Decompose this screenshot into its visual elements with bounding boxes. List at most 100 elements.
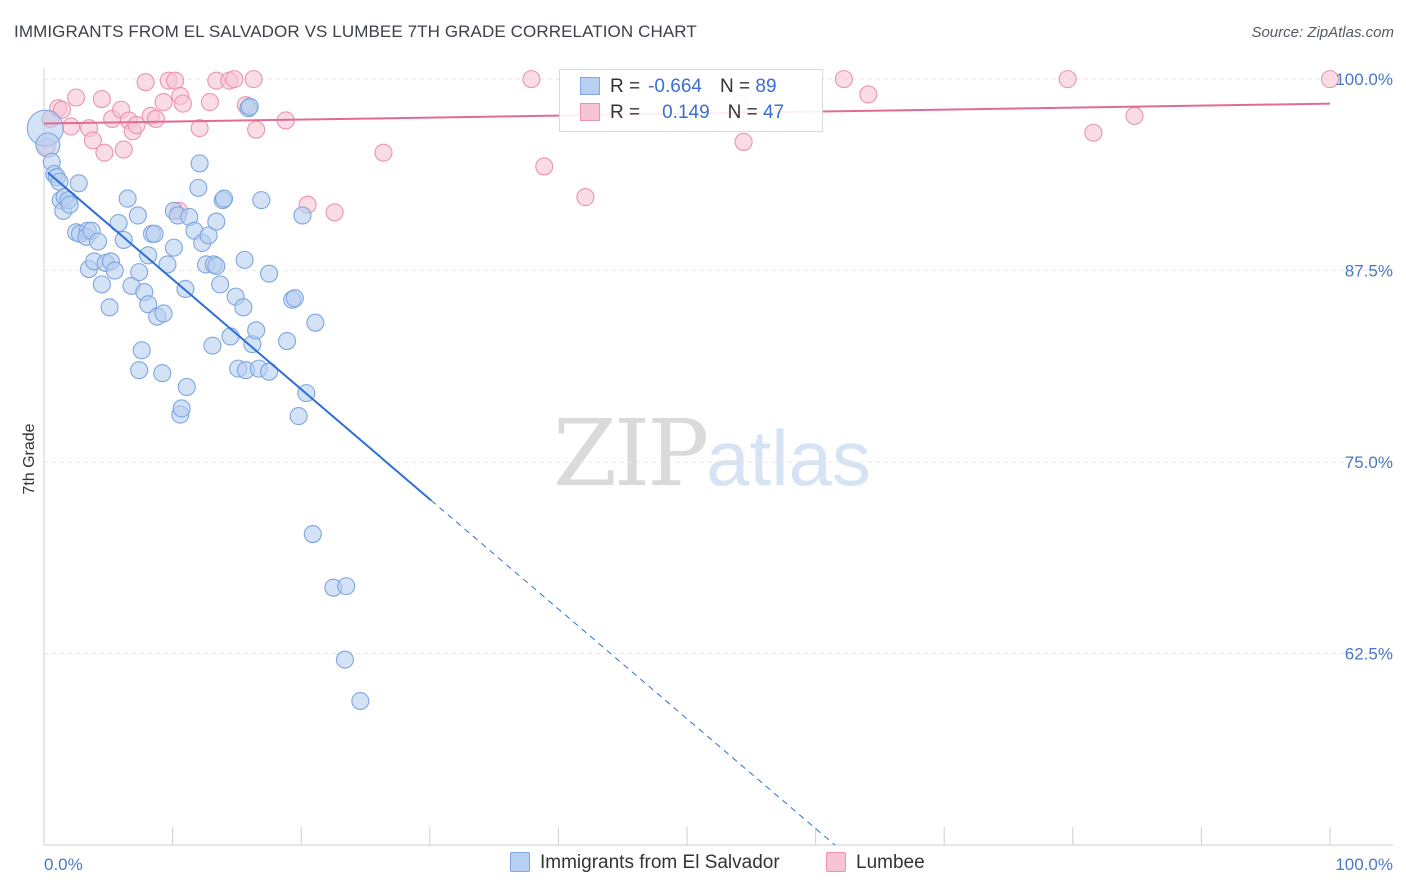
data-point (834, 70, 853, 89)
data-point (190, 154, 209, 173)
trendline-el-salvador (47, 171, 432, 502)
series-el-salvador (26, 97, 370, 711)
data-point (114, 140, 133, 159)
data-point (374, 143, 393, 162)
data-point (1125, 106, 1144, 125)
data-point (211, 275, 230, 294)
data-point (166, 71, 185, 90)
y-tick-label: 62.5% (1345, 645, 1393, 664)
data-point (234, 298, 253, 317)
data-point (225, 70, 244, 89)
data-point (190, 119, 209, 138)
data-point (535, 157, 554, 176)
y-tick-label: 87.5% (1345, 262, 1393, 281)
zipatlas-watermark: ZIPatlas (553, 400, 871, 507)
data-point (306, 313, 325, 332)
data-point (351, 691, 370, 711)
data-point (259, 264, 279, 283)
data-point (146, 109, 165, 129)
trend-layer (43, 102, 1331, 846)
trendline-el-salvador-extension (430, 499, 836, 846)
x-tick-label: 100.0% (1335, 855, 1393, 874)
data-point (189, 178, 208, 197)
data-point (158, 255, 177, 274)
legend-label: Lumbee (856, 852, 925, 873)
data-point (118, 189, 137, 208)
data-point (1084, 123, 1103, 142)
data-point (172, 399, 191, 418)
data-point (247, 120, 266, 139)
data-point (200, 93, 219, 112)
y-axis-title: 7th Grade (21, 423, 38, 494)
legend-item-el-salvador[interactable]: Immigrants from El Salvador (510, 852, 780, 874)
data-point (337, 577, 356, 596)
data-point (100, 298, 119, 317)
data-point (61, 117, 81, 136)
r-label: R = (610, 102, 641, 123)
axes (43, 68, 1393, 846)
data-point (154, 304, 173, 323)
data-point (177, 377, 196, 397)
data-point (734, 132, 753, 151)
legend-row-el-salvador: R = -0.664 N = 89 (580, 76, 777, 100)
watermark-atlas: atlas (706, 414, 871, 502)
data-point (83, 131, 102, 150)
data-point (303, 525, 322, 544)
y-tick-label: 75.0% (1345, 453, 1393, 472)
data-point (199, 226, 218, 245)
data-point (247, 321, 266, 340)
data-point (139, 295, 158, 314)
data-point (105, 261, 124, 280)
data-point (214, 189, 234, 208)
series-layer (26, 70, 1340, 711)
data-point (109, 214, 128, 233)
r-label: R = (610, 76, 641, 97)
data-point (130, 263, 149, 282)
data-point (35, 132, 61, 158)
data-point (145, 224, 164, 243)
legend-row-lumbee: R = 0.149 N = 47 (580, 102, 784, 126)
data-point (173, 94, 192, 113)
data-point (60, 195, 79, 214)
data-point (153, 364, 172, 383)
data-point (285, 289, 304, 308)
data-point (325, 203, 344, 222)
legend-item-lumbee[interactable]: Lumbee (826, 852, 925, 874)
data-point (1058, 70, 1077, 89)
data-point (240, 97, 259, 116)
legend-swatch-el-salvador (510, 852, 530, 872)
data-point (164, 238, 183, 257)
data-point (88, 232, 108, 251)
data-point (95, 143, 114, 162)
r-value: 0.149 (662, 102, 710, 123)
data-point (154, 93, 173, 112)
n-value: 89 (755, 76, 777, 97)
data-point (136, 73, 155, 92)
data-point (259, 362, 279, 381)
data-point (859, 85, 878, 104)
data-point (128, 206, 147, 225)
data-point (69, 174, 88, 193)
data-point (1320, 70, 1340, 89)
data-point (52, 100, 72, 119)
data-point (139, 246, 158, 265)
series-legend: Immigrants from El Salvador Lumbee (0, 852, 1406, 878)
legend-label: Immigrants from El Salvador (540, 852, 780, 873)
legend-swatch-lumbee (826, 852, 846, 872)
legend-swatch-el-salvador (580, 77, 600, 95)
stats-legend: R = -0.664 N = 89 R = 0.149 N = 47 (559, 69, 823, 132)
source-credit: Source: ZipAtlas.com (1251, 24, 1394, 41)
x-tick-label: 0.0% (44, 855, 83, 874)
data-point (132, 341, 151, 360)
axis-labels: 100.0% 87.5% 75.0% 62.5% 0.0% 100.0% 7th Grade (21, 70, 1393, 874)
data-point (293, 206, 312, 225)
data-point (114, 230, 133, 250)
data-point (235, 250, 254, 269)
data-point (522, 70, 541, 89)
n-label: N = (719, 76, 751, 97)
data-point (289, 407, 308, 426)
data-point (335, 650, 354, 669)
data-point (203, 336, 222, 355)
n-value: 47 (763, 102, 785, 123)
